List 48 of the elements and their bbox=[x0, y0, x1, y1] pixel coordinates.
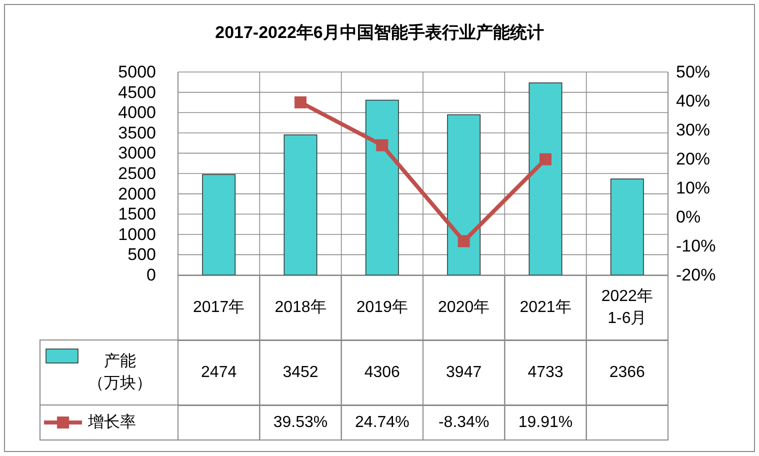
data-label: 3947 bbox=[446, 364, 482, 381]
y2-tick-label: 40% bbox=[676, 92, 710, 110]
y-tick-label: 4500 bbox=[118, 82, 156, 102]
x-tick-label: 2020年 bbox=[438, 299, 490, 316]
y2-tick-label: 50% bbox=[676, 62, 710, 82]
y2-tick-label: -10% bbox=[676, 236, 716, 256]
y-tick-label: 4000 bbox=[118, 103, 156, 122]
data-label: 24.74% bbox=[355, 414, 410, 431]
bar bbox=[528, 82, 562, 276]
data-label: 39.53% bbox=[273, 414, 328, 431]
y2-tick-label: 20% bbox=[676, 150, 710, 168]
data-label: 3452 bbox=[282, 364, 318, 381]
y2-tick-label: -20% bbox=[676, 266, 716, 284]
y-tick-label: 2000 bbox=[118, 184, 156, 204]
bar bbox=[610, 178, 644, 276]
y-tick-label: 3000 bbox=[118, 144, 156, 163]
data-label: 19.91% bbox=[518, 414, 573, 431]
point bbox=[540, 153, 552, 166]
legend-label: 增长率 bbox=[87, 413, 136, 431]
y2-tick-label: 10% bbox=[676, 178, 710, 198]
y2-tick-label: 30% bbox=[676, 120, 710, 140]
y-tick-label: 1000 bbox=[118, 224, 156, 244]
x-tick-label: 2018年 bbox=[274, 299, 326, 316]
data-label: 4306 bbox=[364, 364, 400, 381]
x-tick-label: 2022年 1-6月 bbox=[601, 288, 653, 327]
bar bbox=[365, 100, 399, 276]
data-label: 2474 bbox=[201, 364, 237, 381]
x-tick-label: 2017年 bbox=[193, 299, 245, 316]
y-tick-label: 5000 bbox=[118, 62, 156, 82]
data-label: 4733 bbox=[528, 364, 564, 381]
data-label: -8.34% bbox=[438, 414, 490, 431]
point bbox=[376, 139, 388, 152]
chart-title: 2017-2022年6月中国智能手表行业产能统计 bbox=[215, 23, 544, 42]
point bbox=[458, 235, 470, 248]
y-tick-label: 3500 bbox=[118, 123, 156, 142]
y-tick-label: 1500 bbox=[118, 204, 156, 224]
legend-label: 产能（万块） bbox=[88, 352, 152, 392]
y-tick-label: 500 bbox=[128, 245, 156, 264]
data-label: 2366 bbox=[609, 364, 646, 381]
y-tick-label: 2500 bbox=[118, 164, 156, 183]
bar bbox=[202, 174, 236, 276]
bar bbox=[447, 114, 481, 276]
point bbox=[294, 96, 306, 108]
y-tick-label: 0 bbox=[146, 266, 156, 284]
x-tick-label: 2019年 bbox=[356, 299, 408, 316]
y2-tick-label: 0% bbox=[676, 208, 701, 226]
x-tick-label: 2021年 bbox=[520, 299, 572, 316]
bar bbox=[284, 134, 318, 276]
